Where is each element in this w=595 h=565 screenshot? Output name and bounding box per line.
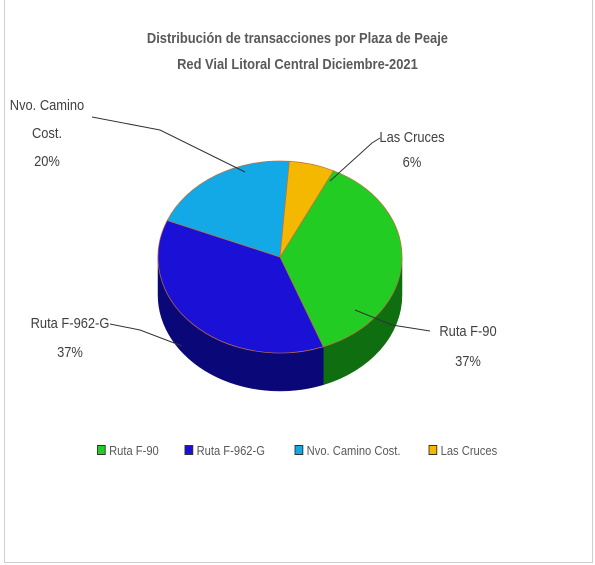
legend-swatch [97, 445, 107, 455]
pie-top-group [157, 160, 403, 354]
leader-line-0 [354, 309, 431, 332]
pie-slice-ruta-f-90 [279, 170, 403, 348]
legend-label: Ruta F-962-G [196, 442, 266, 458]
data-label-3-1: 6% [403, 153, 422, 170]
data-label-0-1: 37% [455, 352, 481, 369]
data-label-2-0: Nvo. Camino [10, 96, 85, 113]
data-label-0-0: Ruta F-90 [439, 322, 496, 339]
data-label-1-0: Ruta F-962-G [31, 314, 110, 331]
chart-subtitle: Red Vial Litoral Central Diciembre-2021 [177, 56, 418, 73]
legend-item: Ruta F-962-G [184, 442, 266, 458]
legend-item: Las Cruces [428, 443, 497, 458]
data-label-1-1: 37% [57, 343, 83, 360]
legend-swatch [294, 445, 303, 455]
leader-line-2 [91, 116, 246, 173]
data-label-2-1: Cost. [32, 124, 62, 141]
pie-chart: Ruta F-90 37% Ruta F-962-G 37% Nvo. Camino Co… [10, 96, 497, 392]
legend-item: Ruta F-90 [97, 443, 159, 458]
data-label-2-2: 20% [34, 152, 60, 169]
pie-slice-las-cruces [279, 160, 335, 258]
pie-slice-nvo-camino-cost- [166, 160, 290, 258]
legend-swatch [428, 445, 437, 455]
legend-label: Nvo. Camino Cost. [306, 442, 401, 458]
legend-swatch [184, 445, 194, 455]
data-label-3-0: Las Cruces [379, 128, 444, 145]
legend-label: Las Cruces [440, 442, 497, 458]
legend-label: Ruta F-90 [109, 442, 160, 458]
leader-line-1 [109, 323, 183, 347]
chart-frame [4, 0, 593, 563]
pie-slice-ruta-f-962-g [157, 219, 324, 354]
chart-legend: Ruta F-90 Ruta F-962-G Nvo. Camino Cost. La… [0, 440, 595, 460]
chart-title: Distribución de transacciones por Plaza … [146, 30, 448, 47]
pie-labels-group: Ruta F-90 37% Ruta F-962-G 37% Nvo. Camino Co… [10, 96, 497, 369]
legend-item: Nvo. Camino Cost. [294, 443, 400, 458]
leader-line-3 [329, 137, 381, 182]
